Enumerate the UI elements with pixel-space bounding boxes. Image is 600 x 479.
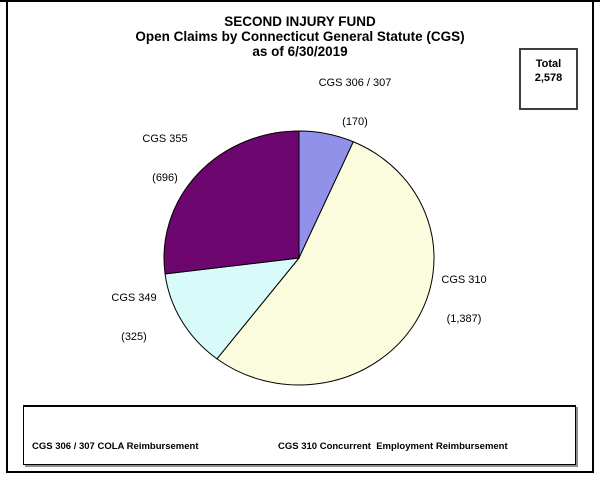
slice-label-cgs-355-name: CGS 355	[142, 133, 188, 145]
legend-item-cgs-310: CGS 310 Concurrent Employment Reimbursem…	[278, 441, 508, 452]
slice-label-cgs-310-value: (1,387)	[446, 313, 482, 325]
pie-slice-cgs-310	[216, 141, 435, 386]
slice-label-cgs-349: CGS 349 (325)	[111, 266, 156, 370]
chart-title: SECOND INJURY FUND Open Claims by Connec…	[0, 14, 600, 59]
slice-label-cgs-306-307-name: CGS 306 / 307	[318, 77, 392, 89]
slice-label-cgs-310-name: CGS 310	[441, 274, 487, 286]
chart-title-line-3: as of 6/30/2019	[252, 44, 348, 59]
pie-slice-cgs-355	[163, 130, 300, 275]
slice-label-cgs-349-name: CGS 349	[111, 292, 157, 304]
slice-label-cgs-310: CGS 310 (1,387)	[441, 248, 486, 352]
chart-frame	[6, 0, 594, 473]
chart-title-line-1: SECOND INJURY FUND	[224, 14, 376, 29]
legend-column-right: CGS 310 Concurrent Employment Reimbursem…	[278, 412, 508, 479]
total-label: Total	[535, 58, 562, 70]
chart-title-line-2: Open Claims by Connecticut General Statu…	[135, 29, 465, 44]
slice-label-cgs-306-307-value: (170)	[342, 116, 368, 128]
legend-column-left: CGS 306 / 307 COLA Reimbursement CGS 349…	[32, 412, 198, 479]
legend-item-cgs-306-307: CGS 306 / 307 COLA Reimbursement	[32, 441, 199, 452]
slice-label-cgs-349-value: (325)	[121, 331, 147, 343]
pie-slice-cgs-349	[164, 257, 301, 360]
pie-chart	[163, 130, 435, 386]
slice-label-cgs-355: CGS 355 (696)	[142, 107, 187, 211]
slice-label-cgs-306-307: CGS 306 / 307 (170)	[319, 51, 392, 155]
total-box: Total 2,578	[519, 48, 578, 110]
legend-box: CGS 306 / 307 COLA Reimbursement CGS 349…	[23, 405, 576, 465]
slice-label-cgs-355-value: (696)	[152, 172, 178, 184]
total-value: 2,578	[534, 72, 563, 84]
